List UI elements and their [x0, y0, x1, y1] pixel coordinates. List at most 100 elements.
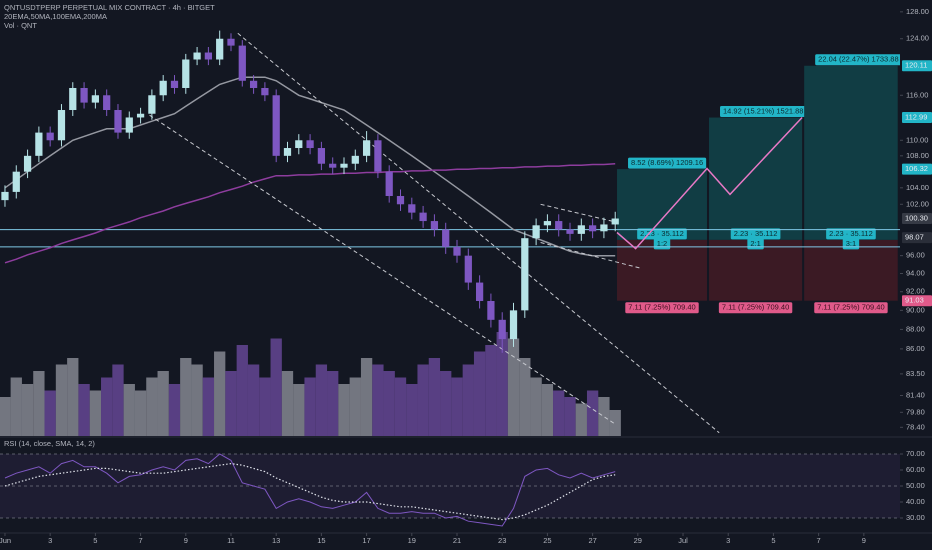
volume-bar	[417, 364, 429, 436]
volume-bar	[123, 384, 135, 436]
volume-bar	[575, 403, 587, 436]
candle-body	[577, 225, 585, 234]
candle-body	[611, 218, 619, 225]
candle-body	[306, 140, 314, 149]
profit-label: 14.92 (15.21%) 1521.88	[723, 107, 803, 116]
volume-bar	[10, 377, 22, 436]
rsi-tick-label: 50.00	[906, 481, 925, 490]
volume-bar	[202, 377, 215, 436]
x-tick-label: 11	[227, 536, 235, 545]
candle-body	[509, 310, 518, 340]
volume-bar	[55, 364, 68, 436]
candle-body	[521, 238, 529, 311]
candle-body	[57, 110, 66, 141]
x-tick-label: 17	[362, 536, 370, 545]
x-tick-label: 5	[771, 536, 775, 545]
candle-body	[136, 113, 145, 118]
trendline	[540, 242, 641, 269]
volume-bar	[101, 377, 113, 436]
volume-bar	[428, 358, 441, 436]
candle-body	[170, 80, 179, 88]
y-tick-label: 83.50	[906, 369, 925, 378]
price-tag	[902, 213, 932, 225]
price-tag	[902, 112, 932, 124]
y-tick-label: 94.00	[906, 268, 925, 277]
candle-body	[385, 171, 393, 197]
ratio-label: 1:2	[657, 239, 667, 248]
volume-bar	[78, 384, 90, 436]
price-tag-label: 120.11	[905, 61, 927, 70]
volume-bar	[33, 371, 45, 436]
volume-bar	[360, 358, 373, 436]
x-tick-label: 5	[93, 536, 97, 545]
indicator-list: 20EMA,50MA,100EMA,200MA	[4, 12, 107, 21]
x-tick-label: 7	[138, 536, 142, 545]
volume-bar	[134, 390, 147, 436]
volume-bar	[473, 351, 486, 436]
loss-zone	[804, 239, 898, 301]
candle-body	[396, 196, 405, 205]
volume-bar	[372, 364, 384, 436]
price-tag-label: 91.03	[905, 296, 924, 305]
volume-bar	[406, 384, 418, 436]
ratio-label: 3:1	[846, 239, 856, 248]
candle-body	[317, 148, 326, 164]
volume-bar	[609, 410, 621, 436]
projection-path	[616, 116, 803, 250]
candle-body	[340, 163, 348, 168]
candle-body	[283, 148, 292, 156]
price-tag-label: 112.99	[905, 113, 927, 122]
candle-body	[442, 229, 450, 247]
volume-bar	[383, 371, 395, 436]
price-tag	[902, 60, 932, 72]
candle-body	[1, 191, 9, 201]
trendline	[237, 32, 720, 434]
profit-label-bg	[720, 106, 807, 118]
candle-body	[227, 38, 235, 46]
y-tick-label: 81.40	[906, 390, 925, 399]
y-tick-label: 116.00	[906, 90, 928, 99]
x-tick-label: 21	[453, 536, 461, 545]
price-tag-label: 98.07	[905, 233, 924, 242]
candle-body	[453, 246, 461, 256]
moving-average	[4, 76, 616, 257]
price-tag	[902, 232, 932, 244]
volume-bar	[247, 364, 260, 436]
price-axis	[900, 0, 932, 550]
volume-bar	[281, 371, 294, 436]
volume-bar	[485, 345, 497, 436]
candle-body	[543, 221, 552, 226]
profit-label-bg	[628, 157, 707, 169]
y-tick-label: 108.00	[906, 151, 929, 160]
volume-bar	[327, 371, 339, 436]
candle-body	[159, 80, 167, 96]
x-tick-label: Jun	[0, 536, 11, 545]
candle-body	[125, 117, 133, 133]
x-tick-label: 9	[184, 536, 188, 545]
trendline	[540, 203, 616, 223]
candle-body	[362, 140, 371, 156]
volume-bar	[530, 377, 542, 436]
candle-body	[566, 229, 574, 234]
candle-body	[532, 225, 540, 239]
volume-bar	[553, 390, 565, 436]
volume-bar	[541, 384, 554, 436]
x-tick-label: 27	[588, 536, 596, 545]
candle-body	[46, 132, 54, 141]
volume-bar	[507, 338, 520, 436]
loss-zone	[617, 239, 707, 301]
volume-bar	[180, 358, 192, 436]
volume-bar	[304, 377, 316, 436]
volume-bar	[236, 345, 248, 436]
x-tick-label: 3	[726, 536, 730, 545]
volume-bar	[0, 397, 11, 436]
candle-body	[408, 204, 416, 213]
volume-bar	[191, 364, 203, 436]
candle-body	[261, 87, 269, 96]
x-tick-label: 15	[317, 536, 325, 545]
y-tick-label: 86.00	[906, 344, 925, 353]
ratio-label: 2:1	[750, 239, 760, 248]
x-tick-label: 29	[634, 536, 642, 545]
